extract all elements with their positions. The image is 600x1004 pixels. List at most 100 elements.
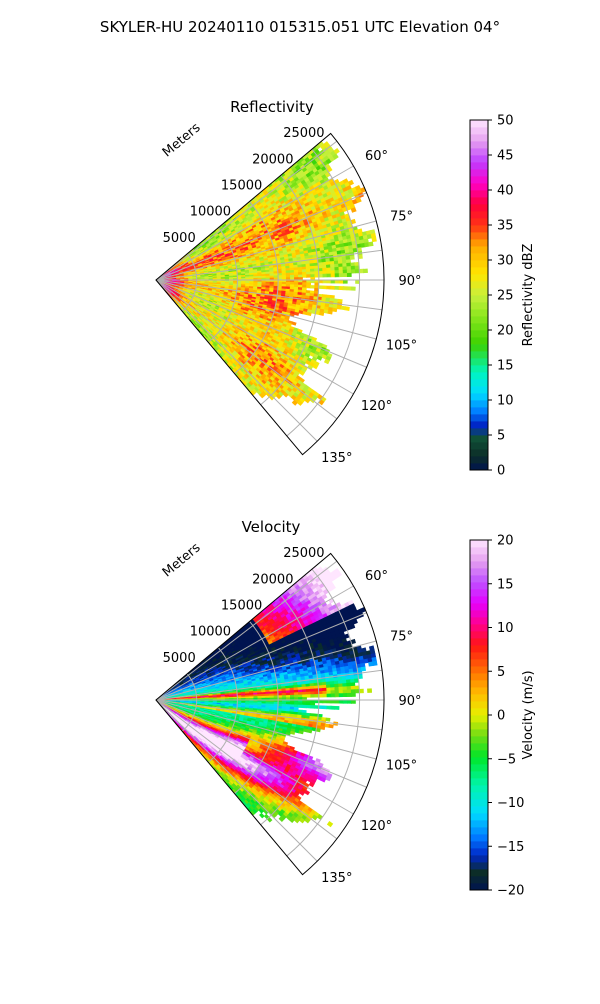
radar-gate	[311, 285, 315, 288]
colorbar-segment	[470, 428, 488, 435]
radar-gate	[306, 272, 310, 275]
radar-gate	[323, 268, 327, 271]
colorbar-segment	[470, 204, 488, 211]
colorbar-tick-label: 40	[497, 184, 514, 199]
radar-gate	[298, 275, 302, 278]
colorbar-segment	[470, 421, 488, 428]
colorbar-segment	[470, 379, 488, 386]
colorbar-segment	[470, 351, 488, 358]
radar-gate	[339, 267, 343, 271]
azimuth-tick-label: 120°	[361, 399, 392, 414]
radar-gate	[307, 283, 311, 286]
colorbar-segment	[470, 176, 488, 183]
colorbar-tick-label: 10	[497, 394, 514, 409]
colorbar-tick-label: 45	[497, 149, 514, 164]
range-tick-label: 5000	[163, 231, 196, 246]
radar-gate	[335, 270, 339, 273]
colorbar-segment	[470, 295, 488, 302]
colorbar-segment	[470, 386, 488, 393]
colorbar-segment	[470, 330, 488, 337]
radar-gate	[292, 322, 297, 326]
colorbar-segment	[470, 246, 488, 253]
colorbar-segment	[470, 120, 488, 127]
colorbar-segment	[470, 274, 488, 281]
radar-gate	[339, 270, 343, 273]
radar-gate	[351, 266, 355, 270]
radar-gate	[286, 275, 290, 277]
colorbar-segment	[470, 190, 488, 197]
colorbar-segment	[470, 155, 488, 162]
azimuth-tick-label: 105°	[386, 339, 417, 354]
colorbar-segment	[470, 302, 488, 309]
radar-gate	[274, 276, 278, 278]
azimuth-tick-label: 75°	[390, 209, 413, 224]
radar-gate	[328, 310, 333, 314]
radar-gate	[347, 270, 351, 274]
colorbar-segment	[470, 239, 488, 246]
radar-gate	[339, 286, 343, 289]
colorbar-segment	[470, 197, 488, 204]
radar-gate	[298, 283, 302, 286]
colorbar-segment	[470, 316, 488, 323]
colorbar-segment	[470, 309, 488, 316]
radar-gate	[327, 286, 331, 289]
reflectivity-colorbar-label: Reflectivity dBZ	[521, 244, 536, 347]
colorbar-segment	[470, 211, 488, 218]
colorbar-segment	[470, 414, 488, 421]
colorbar-segment	[470, 372, 488, 379]
radar-gate	[332, 308, 337, 312]
radar-gate	[303, 275, 307, 278]
velocity-title: Velocity	[242, 518, 301, 536]
colorbar-tick-label: 0	[497, 464, 505, 479]
colorbar-segment	[470, 344, 488, 351]
reflectivity-field	[156, 141, 377, 405]
radar-gate	[347, 287, 351, 291]
colorbar-segment	[470, 449, 488, 456]
radar-gate	[343, 273, 347, 276]
colorbar-segment	[470, 442, 488, 449]
radar-gate	[331, 268, 335, 271]
radar-gate	[323, 274, 327, 277]
radar-gate	[363, 269, 367, 273]
radar-gate	[347, 273, 351, 277]
radar-gate	[351, 263, 355, 267]
reflectivity-range-label: Meters	[160, 120, 204, 160]
radar-gate	[347, 266, 351, 270]
colorbar-tick-label: 50	[497, 114, 514, 129]
azimuth-tick-label: 60°	[365, 149, 388, 164]
radar-gate	[343, 267, 347, 271]
radar-gate	[306, 285, 310, 288]
colorbar-segment	[470, 232, 488, 239]
radar-gate	[327, 274, 331, 277]
colorbar-tick-label: 20	[497, 324, 514, 339]
radar-gate	[339, 274, 343, 277]
radar-gate	[356, 280, 360, 284]
colorbar-segment	[470, 141, 488, 148]
radar-gate	[343, 270, 347, 274]
colorbar-segment	[470, 169, 488, 176]
radar-gate	[347, 263, 351, 267]
colorbar-segment	[470, 358, 488, 365]
radar-gate	[319, 274, 323, 277]
colorbar-segment	[470, 253, 488, 260]
radar-gate	[350, 256, 354, 260]
radar-gate	[323, 286, 327, 289]
colorbar-segment	[470, 148, 488, 155]
colorbar-segment	[470, 225, 488, 232]
radar-gate	[311, 275, 315, 278]
radar-gate	[294, 312, 299, 315]
figure-title: SKYLER-HU 20240110 015315.051 UTC Elevat…	[100, 18, 500, 36]
radar-gate	[311, 272, 315, 275]
colorbar-segment	[470, 134, 488, 141]
radar-gate	[343, 263, 347, 267]
azimuth-tick-label: 90°	[398, 274, 421, 289]
colorbar-segment	[470, 400, 488, 407]
radar-gate	[351, 287, 355, 291]
range-tick-label: 15000	[221, 179, 262, 194]
radar-gate	[327, 271, 331, 274]
colorbar-tick-label: 5	[497, 429, 505, 444]
